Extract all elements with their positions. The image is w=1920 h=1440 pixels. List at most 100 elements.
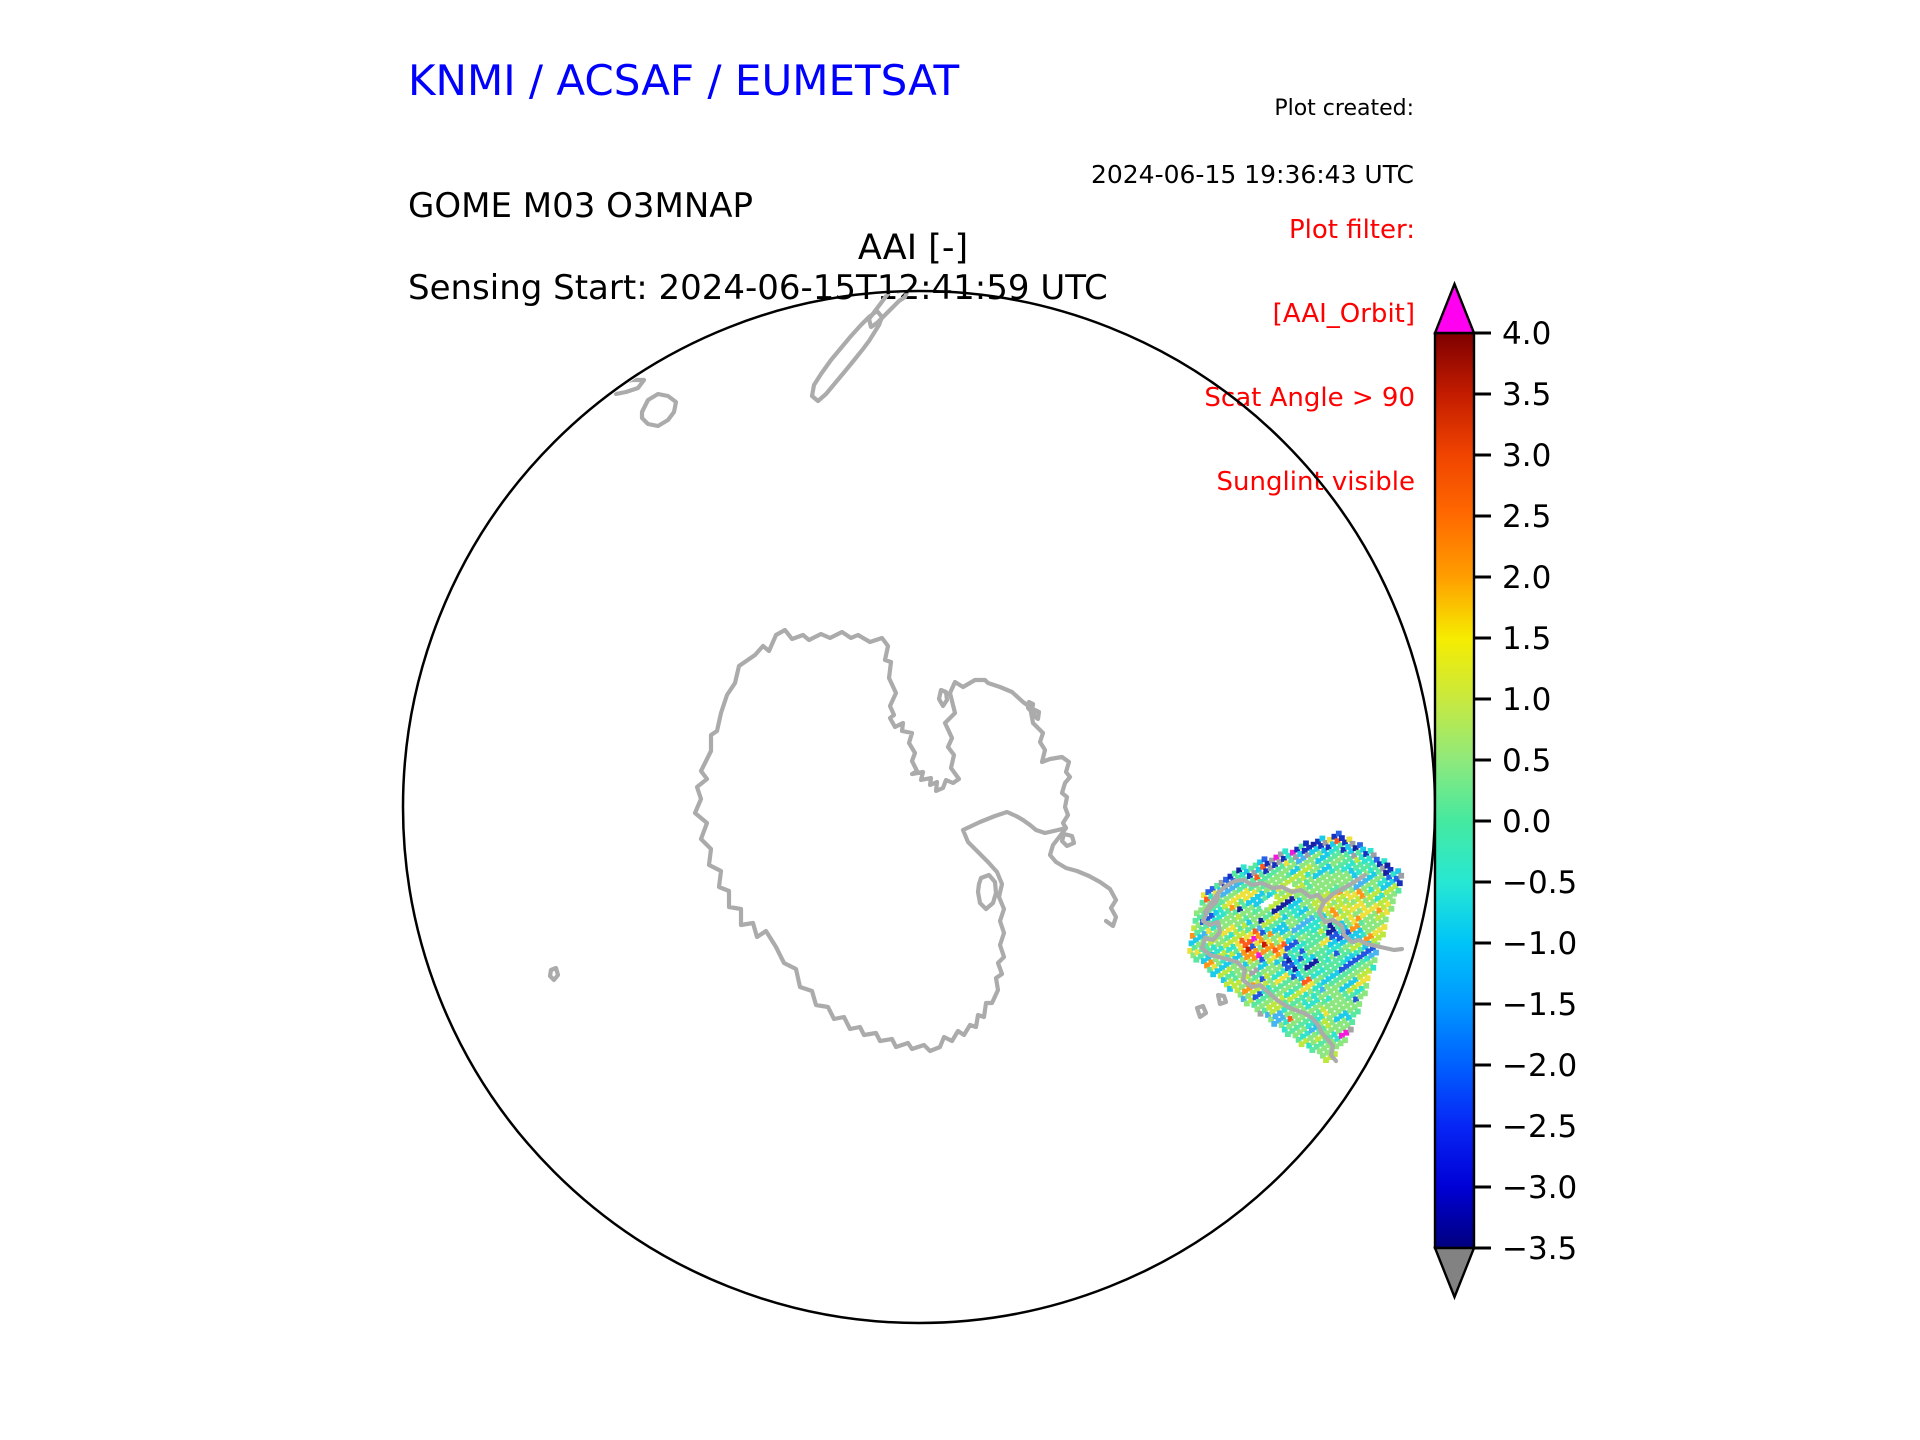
swath-cell <box>1382 916 1389 923</box>
swath-cell <box>1321 847 1328 854</box>
colorbar: 4.0 3.5 3.0 2.5 2.0 1.5 1.0 0.5 0.0 −0.5 −1.0 −1.5 −… <box>1433 280 1577 1301</box>
swath-cell <box>1266 892 1273 898</box>
swath-cell <box>1327 836 1333 843</box>
swath-cell <box>1251 889 1258 896</box>
swath-cell <box>1287 864 1293 871</box>
swath-cell <box>1232 956 1239 962</box>
swath-cell <box>1251 955 1258 962</box>
swath-cell <box>1274 893 1281 900</box>
swath-cell <box>1372 910 1378 917</box>
swath-cell <box>1242 988 1248 995</box>
swath-cell <box>1338 881 1345 888</box>
swath-cell <box>1373 922 1380 929</box>
swath-cell <box>1294 912 1301 919</box>
swath-cell <box>1251 916 1257 923</box>
swath-cell <box>1289 915 1296 922</box>
swath-cell <box>1283 1019 1290 1025</box>
swath-cell <box>1304 852 1311 859</box>
swath-cell <box>1249 904 1255 911</box>
swath-cell <box>1310 1039 1317 1046</box>
swath-cell <box>1301 1026 1308 1033</box>
swath-cell <box>1366 875 1373 881</box>
swath-cell <box>1262 1007 1268 1014</box>
swath-cell <box>1323 1057 1329 1063</box>
swath-cell <box>1358 947 1364 953</box>
swath-cell <box>1339 967 1345 973</box>
swath-cell <box>1316 1009 1322 1016</box>
swath-cell <box>1333 997 1340 1003</box>
swath-cell <box>1238 898 1245 905</box>
swath-cell <box>1345 975 1351 982</box>
swath-cell <box>1318 928 1325 935</box>
swath-cell <box>1335 830 1342 837</box>
swath-cell <box>1347 875 1354 882</box>
swath-cell <box>1343 963 1350 970</box>
swath-cell <box>1272 947 1279 954</box>
swath-cell <box>1362 963 1369 970</box>
swath-cell <box>1309 934 1316 941</box>
swath-cell <box>1284 879 1291 886</box>
swath-cell <box>1299 994 1305 1001</box>
swath-cell <box>1274 1005 1280 1012</box>
swath-cell <box>1352 891 1359 898</box>
swath-cell <box>1257 859 1263 866</box>
swath-cell <box>1267 865 1274 872</box>
swath-cell <box>1241 903 1248 910</box>
swath-cell <box>1233 882 1240 889</box>
colorbar-tick-label: 2.5 <box>1502 499 1551 535</box>
swath-cell <box>1311 1012 1318 1019</box>
coastline-swath-islet-b <box>1194 1003 1209 1020</box>
swath-cell <box>1353 950 1360 956</box>
swath-cell <box>1360 866 1367 872</box>
swath-cell <box>1361 905 1368 911</box>
swath-cell <box>1254 921 1260 927</box>
swath-cell <box>1351 984 1358 991</box>
swath-cell <box>1250 963 1257 969</box>
swath-cell <box>1320 855 1326 861</box>
swath-cell <box>1296 990 1302 997</box>
swath-cell <box>1310 907 1317 914</box>
swath-cell <box>1358 920 1365 926</box>
swath-cell <box>1355 915 1362 922</box>
swath-cell <box>1307 1035 1314 1041</box>
swath-cell <box>1301 960 1308 967</box>
swath-cell <box>1270 935 1277 942</box>
swath-cell <box>1277 963 1284 970</box>
swath-cell <box>1205 889 1212 895</box>
swath-cell <box>1316 916 1323 923</box>
swath-cell <box>1274 959 1281 966</box>
swath-cell <box>1322 840 1329 846</box>
swath-cell <box>1331 833 1338 840</box>
swath-cell <box>1282 914 1289 921</box>
swath-cell <box>1244 907 1251 914</box>
swath-cell <box>1312 939 1319 945</box>
swath-cell <box>1340 978 1347 985</box>
swath-cell <box>1335 1009 1342 1015</box>
swath-cell <box>1370 945 1376 952</box>
swath-cell <box>1197 953 1204 960</box>
swath-cell <box>1345 909 1351 916</box>
swath-cell <box>1284 992 1290 998</box>
swath-cell <box>1357 993 1364 1000</box>
swath-cell <box>1341 866 1347 873</box>
swath-cell <box>1319 1013 1325 1020</box>
swath-cell <box>1266 985 1272 991</box>
swath-cell <box>1223 876 1229 883</box>
swath-cell <box>1354 1008 1361 1015</box>
swath-cell <box>1332 958 1339 964</box>
swath-cell <box>1343 944 1349 951</box>
swath-cell <box>1331 985 1338 991</box>
swath-cell <box>1327 922 1334 929</box>
swath-cell <box>1285 852 1292 859</box>
swath-cell <box>1273 967 1279 973</box>
swath-cell <box>1332 938 1339 945</box>
swath-cell <box>1338 862 1344 868</box>
swath-cell <box>1274 874 1280 880</box>
swath-cell <box>1258 917 1265 924</box>
swath-cell <box>1264 973 1270 979</box>
swath-cell <box>1208 959 1215 966</box>
swath-cell <box>1273 854 1280 861</box>
swath-cell <box>1325 910 1332 917</box>
swath-cell <box>1248 951 1255 957</box>
swath-cell <box>1345 863 1352 870</box>
